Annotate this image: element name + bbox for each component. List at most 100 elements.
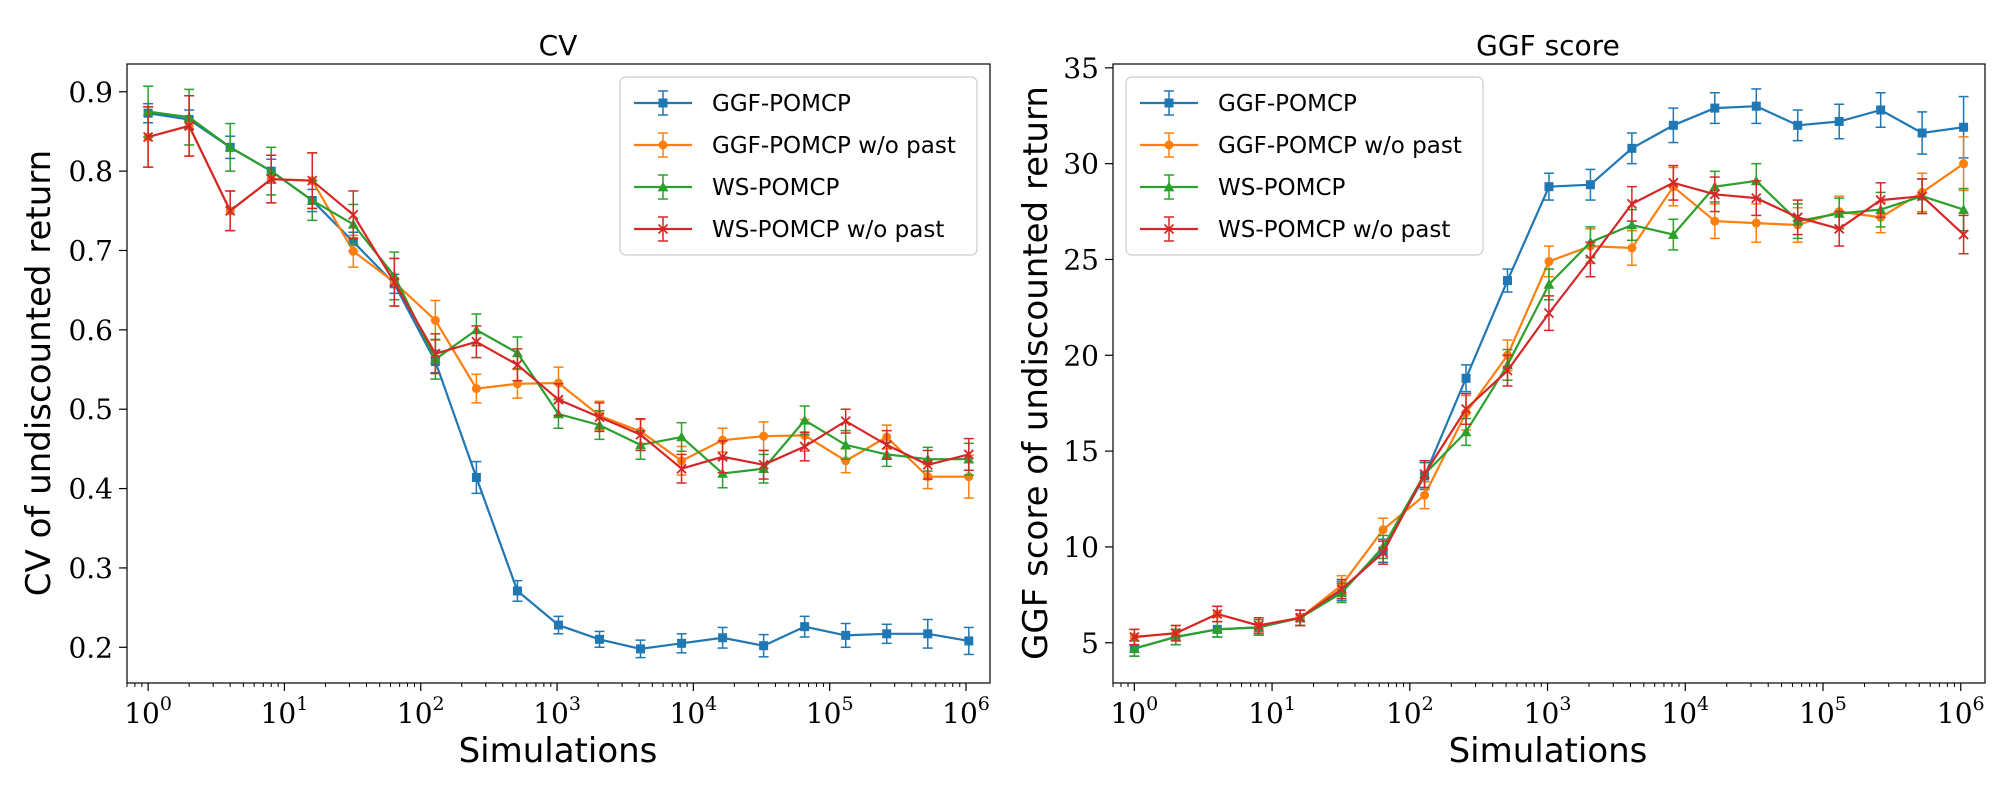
data-point-x xyxy=(1212,608,1223,620)
legend-label: GGF-POMCP w/o past xyxy=(712,133,956,159)
x-tick-label: 102 xyxy=(1386,693,1434,730)
data-point-triangle xyxy=(1958,204,1969,214)
data-point-x xyxy=(1170,628,1181,639)
legend-item: WS-POMCP w/o past xyxy=(634,216,944,243)
data-point-square xyxy=(512,586,522,596)
x-tick-label-exponent: 3 xyxy=(569,693,581,715)
data-point-x xyxy=(881,439,892,451)
data-point-x xyxy=(963,449,974,460)
x-tick-label: 106 xyxy=(942,693,990,730)
x-tick-label: 100 xyxy=(124,693,172,730)
legend-item: GGF-POMCP xyxy=(634,90,851,117)
data-point-x xyxy=(840,415,851,427)
data-point-square xyxy=(1834,116,1844,126)
data-point-square xyxy=(759,641,769,651)
x-tick-label-base: 10 xyxy=(806,697,842,730)
data-point-x xyxy=(184,120,195,132)
data-point-x xyxy=(471,336,482,347)
data-point-x xyxy=(1295,612,1306,623)
data-point-x xyxy=(266,173,277,185)
x-tick-label-base: 10 xyxy=(942,697,978,730)
data-point-x xyxy=(594,412,605,423)
legend-item: GGF-POMCP w/o past xyxy=(634,132,956,159)
data-point-square xyxy=(1585,180,1595,190)
x-tick-label: 102 xyxy=(397,693,445,730)
data-point-x xyxy=(717,451,728,462)
data-point-circle xyxy=(759,431,769,441)
legend-label: WS-POMCP w/o past xyxy=(712,217,944,243)
x-tick-label-base: 10 xyxy=(670,697,706,730)
data-point-x xyxy=(1626,198,1638,210)
data-point-square xyxy=(1876,105,1886,115)
data-point-x xyxy=(142,131,154,143)
chart-title: CV xyxy=(539,29,578,62)
data-point-square xyxy=(1502,276,1512,286)
data-point-square xyxy=(1544,182,1554,192)
x-tick-label-exponent: 6 xyxy=(978,693,990,715)
x-tick-label: 103 xyxy=(1524,693,1572,730)
y-tick-label: 0.3 xyxy=(68,552,113,585)
data-point-square xyxy=(658,98,668,108)
legend-box xyxy=(619,76,978,256)
data-point-circle xyxy=(430,315,440,325)
legend-label: WS-POMCP xyxy=(712,175,840,201)
x-tick-label: 104 xyxy=(670,693,718,730)
data-point-square xyxy=(800,622,810,632)
data-point-square xyxy=(964,636,974,646)
y-tick-label: 20 xyxy=(1063,339,1099,372)
x-tick-label: 105 xyxy=(806,693,854,730)
x-tick-label-exponent: 6 xyxy=(1973,693,1985,715)
data-point-triangle xyxy=(224,141,236,152)
data-point-square xyxy=(1627,143,1637,153)
data-point-x xyxy=(307,175,318,186)
data-point-circle xyxy=(1378,525,1388,535)
data-point-x xyxy=(1377,547,1389,558)
data-point-square xyxy=(1751,101,1761,111)
data-point-x xyxy=(758,459,769,470)
data-point-triangle xyxy=(1626,219,1638,230)
x-tick-label: 101 xyxy=(1248,693,1296,730)
x-tick-label-base: 10 xyxy=(1937,697,1973,730)
data-point-square xyxy=(923,629,933,639)
data-point-x xyxy=(922,459,933,470)
data-point-circle xyxy=(512,379,522,389)
y-axis-label: CV of undiscounted return xyxy=(19,150,59,596)
data-point-square xyxy=(1793,120,1803,130)
legend-item: GGF-POMCP w/o past xyxy=(1140,132,1462,159)
data-point-square xyxy=(677,638,687,648)
data-point-circle xyxy=(1959,159,1969,169)
data-point-x xyxy=(676,463,687,474)
x-tick-label-exponent: 5 xyxy=(1835,693,1847,715)
data-point-x xyxy=(1792,212,1803,223)
data-point-circle xyxy=(1420,490,1430,500)
x-tick-label-exponent: 0 xyxy=(1146,693,1158,715)
data-point-circle xyxy=(718,435,728,445)
data-point-circle xyxy=(553,378,563,388)
data-point-x xyxy=(1163,223,1175,235)
data-point-x xyxy=(1129,631,1140,643)
y-tick-label: 10 xyxy=(1063,531,1099,564)
legend-item: WS-POMCP w/o past xyxy=(1140,216,1450,243)
x-tick-label-exponent: 5 xyxy=(841,693,853,715)
x-tick-label-base: 10 xyxy=(261,697,297,730)
ggf-score-chart: GGF score Simulations GGF score of undisco… xyxy=(1016,29,1986,771)
y-tick-label: 0.7 xyxy=(68,234,113,267)
data-point-x xyxy=(1875,194,1886,206)
data-point-x xyxy=(1336,583,1347,595)
data-point-square xyxy=(841,630,851,640)
data-point-triangle xyxy=(1163,181,1175,192)
y-tick-label: 0.5 xyxy=(68,393,113,426)
legend-label: GGF-POMCP xyxy=(712,91,851,117)
plot-frame xyxy=(126,63,991,684)
x-tick-label-base: 10 xyxy=(1386,697,1422,730)
x-tick-label-base: 10 xyxy=(124,697,160,730)
chart-title: GGF score xyxy=(1476,29,1620,62)
data-point-x xyxy=(799,441,810,452)
data-point-x xyxy=(512,359,523,370)
data-point-square xyxy=(1668,120,1678,130)
legend-label: WS-POMCP xyxy=(1218,175,1346,201)
y-tick-label: 0.6 xyxy=(68,314,113,347)
y-tick-label: 15 xyxy=(1063,435,1099,468)
data-point-x xyxy=(1585,254,1596,265)
data-point-x xyxy=(1834,223,1845,234)
